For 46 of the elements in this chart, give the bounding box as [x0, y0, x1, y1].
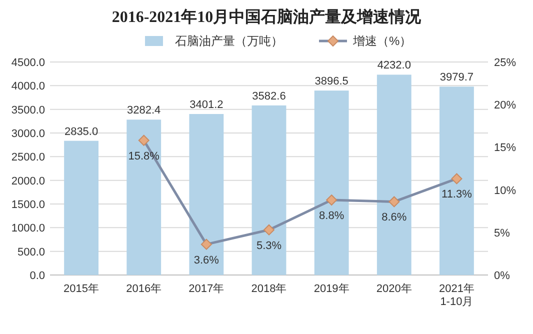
- x-tick-label: 2016年: [126, 283, 162, 295]
- y2-tick-label: 25%: [494, 57, 516, 69]
- y-tick-label: 0.0: [30, 270, 45, 282]
- x-tick-label: 2019年: [314, 283, 350, 295]
- legend-label: 石脑油产量（万吨）: [175, 34, 283, 48]
- bar: [440, 86, 474, 275]
- x-tick-label: 2021年 1-10月: [438, 283, 474, 308]
- y2-tick-label: 5%: [494, 227, 510, 240]
- data-label: 15.8%: [128, 150, 160, 162]
- x-tick-label: 2020年: [376, 283, 412, 295]
- data-label: 3979.7: [440, 72, 474, 84]
- bar: [376, 74, 412, 275]
- data-label: 8.8%: [319, 210, 344, 222]
- legend-label: 增速（%）: [352, 34, 412, 48]
- x-tick-label: 2017年: [188, 283, 224, 295]
- data-label: 3401.2: [190, 99, 224, 112]
- data-label: 3582.6: [252, 90, 286, 102]
- chart-title: 2016-2021年10月中国石脑油产量及增速情况: [112, 8, 422, 26]
- y2-tick-label: 20%: [494, 100, 516, 112]
- data-label: 3896.5: [314, 76, 348, 88]
- data-label: 4232.0: [377, 60, 411, 72]
- y-tick-label: 4000.0: [11, 80, 45, 93]
- data-label: 2835.0: [64, 126, 98, 138]
- y2-tick-label: 10%: [494, 184, 516, 197]
- data-label: 3282.4: [127, 104, 161, 117]
- y-tick-label: 500.0: [17, 246, 45, 258]
- bar: [252, 105, 286, 275]
- bar: [126, 120, 162, 275]
- data-label: 8.6%: [382, 212, 407, 224]
- y-tick-label: 4500.0: [11, 57, 45, 69]
- y-tick-label: 3500.0: [11, 104, 45, 116]
- y-tick-label: 2000.0: [11, 175, 45, 188]
- bar: [64, 140, 98, 275]
- y-tick-label: 3000.0: [11, 128, 45, 140]
- y-tick-label: 2500.0: [11, 152, 45, 164]
- x-tick-label: 2015年: [64, 283, 100, 295]
- bar: [189, 114, 224, 275]
- bar: [314, 90, 349, 275]
- x-tick-label: 2018年: [251, 283, 287, 295]
- data-label: 11.3%: [442, 188, 472, 201]
- y2-tick-label: 15%: [494, 142, 516, 154]
- data-label: 5.3%: [256, 240, 282, 252]
- y-tick-label: 1000.0: [11, 222, 45, 235]
- y2-tick-label: 0%: [494, 270, 510, 282]
- data-label: 3.6%: [194, 254, 220, 266]
- y-tick-label: 1500.0: [11, 199, 45, 211]
